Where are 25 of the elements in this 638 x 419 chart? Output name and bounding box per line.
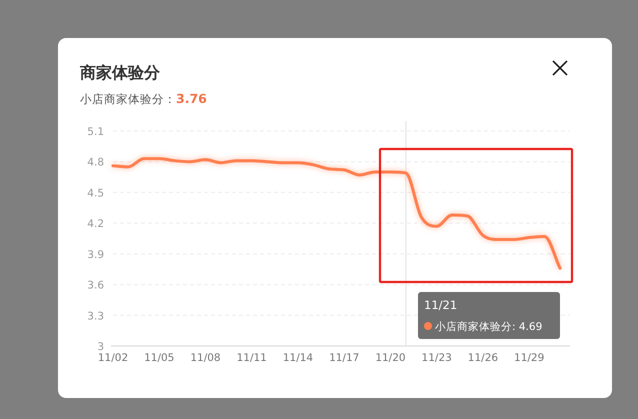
x-tick-label: 11/05: [144, 352, 174, 364]
y-tick-label: 3.6: [87, 280, 104, 292]
y-tick-label: 3: [97, 341, 104, 353]
text: 3.76: [176, 91, 208, 106]
x-tick-label: 11/14: [282, 352, 314, 364]
x-tick-label: 11/20: [375, 352, 406, 364]
x-tick-label: 11/29: [514, 352, 544, 364]
annotation: 小店商家体验分: 4.69: [435, 320, 542, 333]
x-tick-label: 11/17: [329, 352, 360, 364]
x-tick-label: 11/08: [190, 352, 221, 364]
x-tick-label: 11/23: [422, 352, 452, 364]
y-tick-label: 4.5: [87, 187, 104, 200]
chart-subtitle: 小店商家体验分：: [80, 92, 176, 106]
x-tick-label: 11/02: [98, 352, 128, 364]
y-tick-label: 3.3: [87, 310, 104, 322]
y-tick-label: 4.2: [87, 218, 104, 230]
chart-title: 商家体验分: [79, 63, 161, 82]
y-tick-label: 3.9: [87, 248, 104, 261]
x-tick-label: 11/26: [468, 352, 498, 364]
y-tick-label: 5.1: [87, 126, 104, 138]
x-tick-label: 11/11: [236, 352, 267, 364]
tooltip: 11/21 小店商家体验分: 4.69: [418, 292, 560, 339]
line-series: [112, 157, 562, 270]
y-tick-label: 4.8: [87, 156, 104, 169]
annotation: 11/21: [424, 298, 458, 312]
